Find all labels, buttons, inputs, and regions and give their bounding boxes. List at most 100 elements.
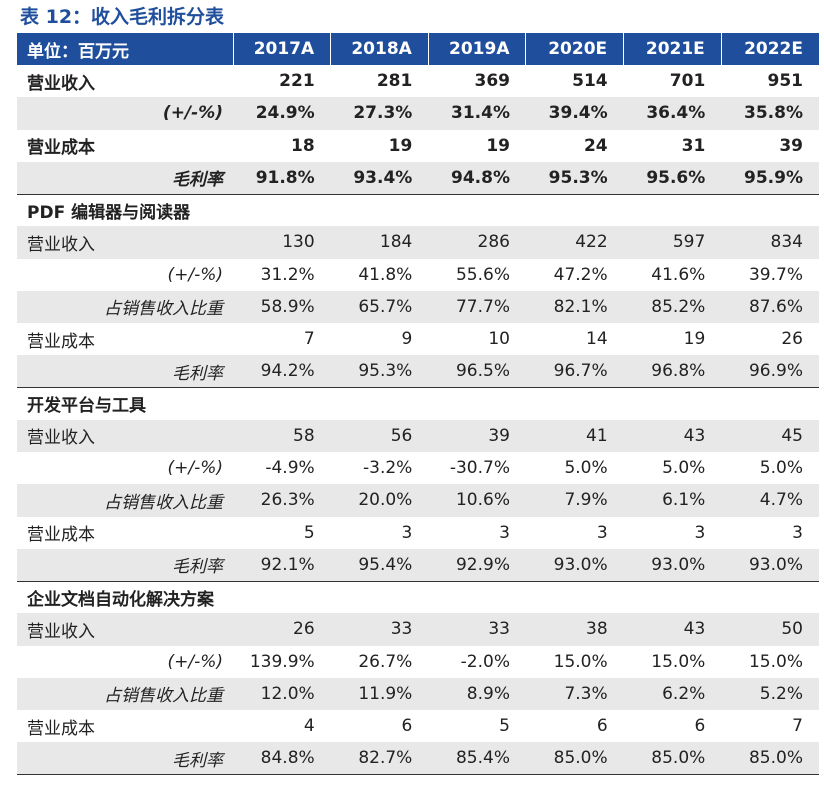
section-header-row: 企业文档自动化解决方案 [17, 580, 819, 614]
value-cell: 286 [428, 226, 526, 259]
value-cell: 3 [792, 522, 803, 543]
value-cell: 95.4% [330, 548, 429, 581]
value-cell: 43 [623, 419, 722, 452]
value-cell: 41.8% [358, 264, 413, 285]
header-year-cell: 2017A [232, 33, 331, 65]
value-cell: -4.9% [265, 458, 315, 479]
header-unit-cell: 单位：百万元 [27, 41, 129, 62]
table-row: 营业成本 5 3 3 3 3 3 [17, 517, 819, 549]
value-cell: 8.9% [428, 677, 526, 710]
value-cell: 94.8% [428, 161, 526, 194]
value-cell: 4.7% [721, 484, 819, 517]
value-cell: 50 [721, 613, 819, 646]
value-cell: 7.9% [525, 484, 624, 517]
table-row: 占销售收入比重 26.3% 20.0% 10.6% 7.9% 6.1% 4.7% [17, 484, 819, 517]
empty-cell [428, 580, 526, 614]
value-cell: 3 [596, 522, 608, 543]
empty-cell [623, 193, 722, 227]
value-cell: 31.2% [260, 264, 315, 285]
empty-cell [623, 580, 722, 614]
value-cell: 26.3% [233, 484, 331, 517]
table-row: 毛利率 91.8% 93.4% 94.8% 95.3% 95.6% 95.9% [17, 161, 819, 194]
row-label: 营业成本 [27, 138, 95, 159]
value-cell: 96.8% [623, 355, 722, 388]
empty-cell [525, 580, 624, 614]
empty-cell [233, 193, 331, 227]
header-year-cell: 2022E [720, 33, 819, 65]
value-cell: 15.0% [748, 651, 803, 672]
value-cell: 96.9% [721, 355, 819, 388]
value-cell: 82.7% [330, 742, 429, 776]
table-row: 毛利率 84.8% 82.7% 85.4% 85.0% 85.0% 85.0% [17, 742, 819, 776]
value-cell: 701 [669, 71, 706, 92]
row-label: 占销售收入比重 [17, 677, 234, 710]
row-label: (+/-%) [167, 264, 224, 285]
value-cell: 95.9% [721, 161, 819, 194]
row-label: 占销售收入比重 [17, 290, 234, 323]
value-cell: 184 [330, 226, 429, 259]
value-cell: 11.9% [330, 677, 429, 710]
section-label: 开发平台与工具 [17, 386, 234, 420]
value-cell: 4 [303, 716, 315, 737]
table-row: (+/-%) 24.9% 27.3% 31.4% 39.4% 36.4% 35.8% [17, 97, 819, 130]
value-cell: 130 [233, 226, 331, 259]
value-cell: 38 [525, 613, 624, 646]
row-label: 营业收入 [27, 73, 95, 94]
value-cell: 597 [623, 226, 722, 259]
value-cell: 951 [767, 71, 804, 92]
row-label: (+/-%) [167, 651, 224, 672]
empty-cell [233, 386, 331, 420]
value-cell: 3 [694, 522, 706, 543]
value-cell: 55.6% [455, 264, 510, 285]
value-cell: 39.7% [748, 264, 803, 285]
value-cell: 514 [572, 71, 608, 92]
row-label: 营业收入 [17, 419, 234, 452]
value-cell: 5.0% [662, 458, 706, 479]
value-cell: 31 [681, 135, 706, 156]
value-cell: 14 [586, 329, 608, 350]
value-cell: 58.9% [233, 290, 331, 323]
value-cell: 24 [583, 135, 608, 156]
value-cell: 6.2% [623, 677, 722, 710]
value-cell: 5.2% [721, 677, 819, 710]
value-cell: 26 [233, 613, 331, 646]
value-cell: 24.9% [233, 97, 331, 130]
empty-cell [428, 193, 526, 227]
empty-cell [330, 386, 429, 420]
row-label: 营业成本 [27, 718, 95, 739]
value-cell: 10.6% [428, 484, 526, 517]
value-cell: 5.0% [564, 458, 608, 479]
value-cell: 5.0% [759, 458, 803, 479]
value-cell: 85.0% [623, 742, 722, 776]
table-row: 营业收入 26 33 33 38 43 50 [17, 613, 819, 646]
value-cell: 41 [525, 419, 624, 452]
value-cell: 369 [474, 71, 510, 92]
table-row: 营业收入 58 56 39 41 43 45 [17, 419, 819, 452]
header-year-cell: 2020E [525, 33, 624, 65]
value-cell: 92.1% [233, 548, 331, 581]
value-cell: 27.3% [330, 97, 429, 130]
table-title: 表 12：收入毛利拆分表 [20, 6, 225, 28]
row-label: 毛利率 [17, 161, 234, 194]
table-row: 营业成本 7 9 10 14 19 26 [17, 323, 819, 355]
row-label: 毛利率 [17, 742, 234, 776]
value-cell: 834 [721, 226, 819, 259]
value-cell: 39.4% [525, 97, 624, 130]
empty-cell [721, 580, 819, 614]
value-cell: 5 [303, 522, 315, 543]
value-cell: 95.6% [623, 161, 722, 194]
row-label: 占销售收入比重 [17, 484, 234, 517]
value-cell: 6 [596, 716, 608, 737]
value-cell: 77.7% [428, 290, 526, 323]
value-cell: 6 [401, 716, 413, 737]
value-cell: 15.0% [553, 651, 608, 672]
table-header-row: 单位：百万元 2017A 2018A 2019A 2020E 2021E 202… [17, 33, 819, 65]
value-cell: 7 [303, 329, 315, 350]
value-cell: 422 [525, 226, 624, 259]
value-cell: 84.8% [233, 742, 331, 776]
table-row: 营业收入 221 281 369 514 701 951 [17, 65, 819, 97]
value-cell: 85.4% [428, 742, 526, 776]
value-cell: 93.0% [525, 548, 624, 581]
table-row: 营业收入 130 184 286 422 597 834 [17, 226, 819, 259]
header-year-cell: 2019A [427, 33, 526, 65]
